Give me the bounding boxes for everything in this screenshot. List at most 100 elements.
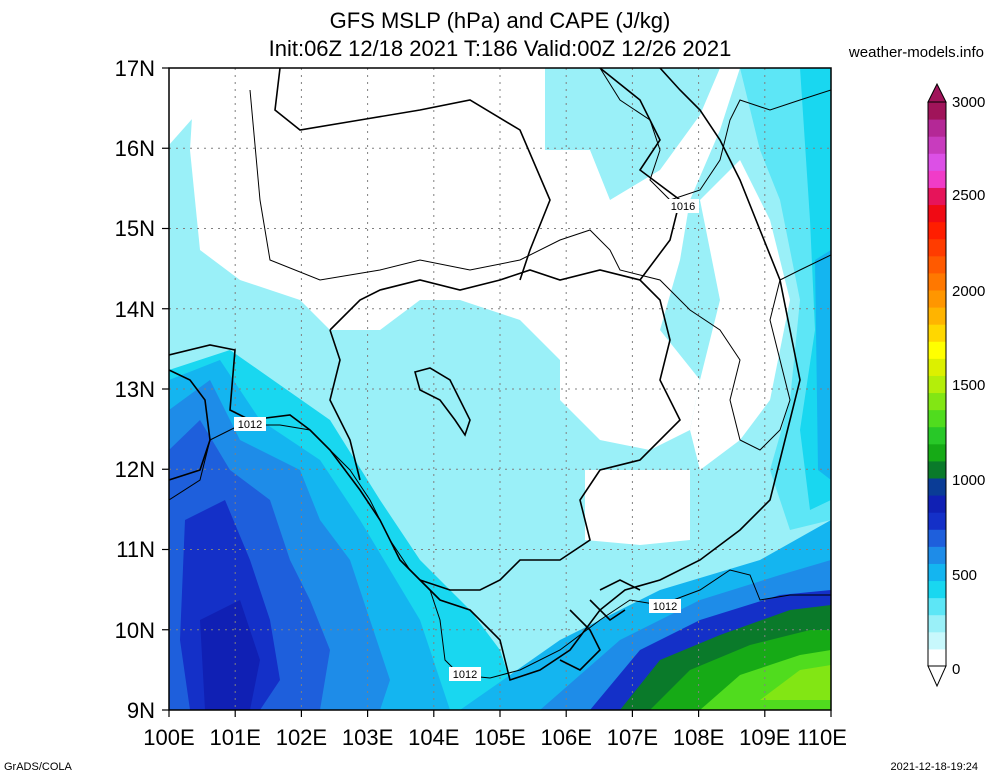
isobar-label-1012-west: 1012 [234, 417, 266, 431]
isobar-1016-north [599, 68, 831, 201]
site-credit: weather-models.info [848, 44, 984, 61]
colorbar-segment [928, 136, 946, 154]
isobar-1012-west [169, 424, 491, 679]
isobar-labels: 1016 1012 1012 1012 [234, 199, 699, 681]
cape-sea-7 [760, 665, 831, 700]
lon-label: 105E [474, 725, 525, 750]
cape-east-coast-3 [815, 250, 831, 480]
colorbar-label: 1500 [952, 377, 985, 394]
colorbar-segment [928, 426, 946, 445]
colorbar-segment [928, 631, 946, 650]
colorbar-label: 500 [952, 567, 977, 584]
lon-label: 102E [276, 725, 327, 750]
colorbar-segment [928, 597, 946, 616]
colorbar-segment [928, 392, 946, 411]
colorbar-segment [928, 272, 946, 291]
lat-label: 9N [127, 698, 155, 723]
colorbar-segment [928, 546, 946, 564]
tonle-sap [414, 367, 471, 437]
colorbar-segment [928, 238, 946, 257]
colorbar: 3000 2500 2000 1500 1000 500 0 [927, 82, 985, 688]
lon-label: 108E [673, 725, 724, 750]
lat-label: 16N [115, 136, 155, 161]
isobar-label-1012-south: 1012 [449, 667, 481, 681]
lat-label: 12N [115, 457, 155, 482]
lon-label: 100E [143, 725, 194, 750]
colorbar-segment [928, 409, 946, 428]
colorbar-top-arrow [927, 82, 947, 103]
colorbar-segment [928, 255, 946, 274]
isobar-label-1012-east: 1012 [649, 599, 681, 613]
cape-zero-north [190, 68, 740, 450]
colorbar-segment [928, 648, 946, 667]
isobar-label-1016: 1016 [667, 199, 699, 213]
lat-label: 14N [115, 297, 155, 322]
colorbar-segment [928, 153, 946, 171]
colorbar-label: 2500 [952, 187, 985, 204]
cape-gulf-6 [200, 600, 260, 710]
border-laos-vietnam [599, 68, 681, 281]
colorbar-label: 0 [952, 661, 960, 678]
footer-credit: GrADS/COLA [4, 761, 72, 773]
lon-labels: 100E 101E 102E 103E 104E 105E 106E 107E … [143, 725, 847, 750]
lat-labels: 17N 16N 15N 14N 13N 12N 11N 10N 9N [115, 56, 155, 723]
coastlines-borders [169, 68, 801, 682]
colorbar-label: 3000 [952, 94, 985, 111]
map-title: GFS MSLP (hPa) and CAPE (J/kg) [329, 8, 671, 33]
colorbar-segment [928, 187, 946, 206]
colorbar-segment [928, 614, 946, 633]
lon-label: 103E [342, 725, 393, 750]
colorbar-segment [928, 119, 946, 137]
colorbar-segment [928, 204, 946, 223]
map-subtitle: Init:06Z 12/18 2021 T:186 Valid:00Z 12/2… [268, 36, 732, 61]
cape-zero-south [585, 470, 690, 545]
border-thailand-cambodia [329, 269, 681, 591]
svg-text:1012: 1012 [238, 419, 262, 431]
colorbar-segment [928, 495, 946, 513]
colorbar-label: 1000 [952, 472, 985, 489]
lat-label: 11N [116, 537, 155, 562]
svg-text:1016: 1016 [671, 201, 695, 213]
lon-label: 109E [739, 725, 790, 750]
colorbar-bottom-arrow [927, 665, 947, 688]
isobars [169, 68, 831, 679]
colorbar-label: 2000 [952, 283, 985, 300]
isobar-1016 [249, 89, 831, 451]
lat-label: 15N [115, 216, 155, 241]
colorbar-frame [927, 101, 947, 667]
colorbar-segment [928, 341, 946, 359]
colorbar-segment [928, 478, 946, 496]
svg-text:1012: 1012 [453, 669, 477, 681]
colorbar-segment [928, 563, 946, 582]
colorbar-segment [928, 580, 946, 599]
map-gridlines [169, 68, 831, 710]
lon-label: 107E [607, 725, 658, 750]
lon-label: 106E [541, 725, 592, 750]
colorbar-segment [928, 529, 946, 547]
lon-label: 104E [408, 725, 459, 750]
coastline [169, 68, 801, 682]
svg-text:1012: 1012 [653, 601, 677, 613]
border-thailand-laos [274, 68, 551, 281]
colorbar-segment [928, 307, 946, 325]
colorbar-segments [928, 102, 946, 667]
colorbar-segment [928, 102, 946, 120]
mekong-delta [559, 579, 641, 671]
border-myanmar [169, 369, 211, 481]
lon-label: 110E [797, 725, 847, 750]
lat-label: 13N [115, 377, 155, 402]
lon-label: 101E [210, 725, 261, 750]
colorbar-segment [928, 375, 946, 394]
colorbar-segment [928, 324, 946, 342]
colorbar-segment [928, 290, 946, 308]
footer-timestamp: 2021-12-18-19:24 [890, 761, 978, 773]
border-cambodia-vietnam [329, 329, 361, 481]
colorbar-segment [928, 512, 946, 530]
colorbar-segment [928, 170, 946, 188]
isobar-1012-south [489, 569, 831, 679]
cape-zero-top [169, 68, 200, 145]
axis-ticks [162, 67, 832, 717]
colorbar-segment [928, 443, 946, 462]
lat-label: 17N [115, 56, 155, 81]
